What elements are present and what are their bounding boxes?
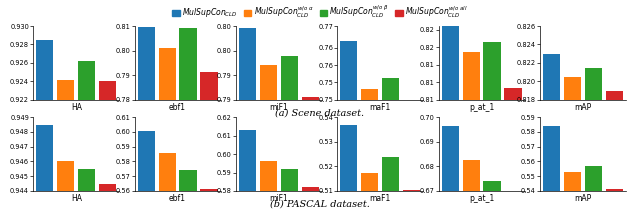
Legend: $MulSupCon_{CLD}$, $MulSupCon^{w/o\ \alpha}_{CLD}$, $MulSupCon^{w/o\ \beta}_{CLD: $MulSupCon_{CLD}$, $MulSupCon^{w/o\ \alp… bbox=[172, 4, 468, 20]
Bar bbox=[504, 87, 522, 217]
X-axis label: HA: HA bbox=[71, 194, 82, 203]
Bar bbox=[260, 161, 277, 217]
Bar bbox=[382, 78, 399, 217]
Bar bbox=[606, 189, 623, 217]
Bar bbox=[302, 187, 319, 217]
Bar bbox=[138, 27, 155, 217]
Bar bbox=[57, 161, 74, 217]
Bar bbox=[361, 89, 378, 217]
Bar bbox=[361, 173, 378, 217]
X-axis label: maF1: maF1 bbox=[370, 103, 391, 112]
Bar bbox=[403, 190, 420, 217]
Bar bbox=[543, 126, 560, 217]
Bar bbox=[463, 52, 480, 217]
Bar bbox=[200, 189, 218, 217]
Bar bbox=[585, 166, 602, 217]
Bar bbox=[57, 80, 74, 217]
Bar bbox=[504, 196, 522, 217]
Bar bbox=[159, 153, 176, 217]
Bar bbox=[138, 131, 155, 217]
Bar bbox=[260, 65, 277, 217]
Bar bbox=[442, 126, 459, 217]
Bar bbox=[78, 169, 95, 217]
Bar bbox=[281, 56, 298, 217]
X-axis label: miF1: miF1 bbox=[269, 103, 288, 112]
Bar bbox=[179, 28, 196, 217]
Bar bbox=[340, 41, 357, 217]
X-axis label: ebf1: ebf1 bbox=[169, 103, 186, 112]
X-axis label: miF1: miF1 bbox=[269, 194, 288, 203]
Bar bbox=[585, 67, 602, 217]
Bar bbox=[340, 125, 357, 217]
Bar bbox=[36, 125, 53, 217]
Bar bbox=[36, 40, 53, 217]
Bar bbox=[463, 160, 480, 217]
X-axis label: mAP: mAP bbox=[574, 103, 591, 112]
X-axis label: HA: HA bbox=[71, 103, 82, 112]
Bar bbox=[99, 184, 116, 217]
Bar bbox=[239, 28, 256, 217]
Bar bbox=[483, 42, 500, 217]
Bar bbox=[239, 130, 256, 217]
X-axis label: maF1: maF1 bbox=[370, 194, 391, 203]
Bar bbox=[281, 169, 298, 217]
Bar bbox=[606, 91, 623, 217]
Bar bbox=[442, 26, 459, 217]
Bar bbox=[564, 77, 581, 217]
Bar bbox=[403, 100, 420, 217]
Bar bbox=[543, 54, 560, 217]
Bar bbox=[382, 156, 399, 217]
Bar bbox=[78, 61, 95, 217]
X-axis label: mAP: mAP bbox=[574, 194, 591, 203]
Bar bbox=[302, 97, 319, 217]
Bar bbox=[200, 72, 218, 217]
X-axis label: ebf1: ebf1 bbox=[169, 194, 186, 203]
Bar bbox=[179, 169, 196, 217]
X-axis label: p_at_1: p_at_1 bbox=[469, 194, 494, 203]
Bar bbox=[564, 172, 581, 217]
Text: (a) Scene dataset.: (a) Scene dataset. bbox=[275, 108, 365, 117]
X-axis label: p_at_1: p_at_1 bbox=[469, 103, 494, 112]
Bar bbox=[99, 81, 116, 217]
Bar bbox=[159, 48, 176, 217]
Text: (b) PASCAL dataset.: (b) PASCAL dataset. bbox=[270, 199, 370, 208]
Bar bbox=[483, 181, 500, 217]
